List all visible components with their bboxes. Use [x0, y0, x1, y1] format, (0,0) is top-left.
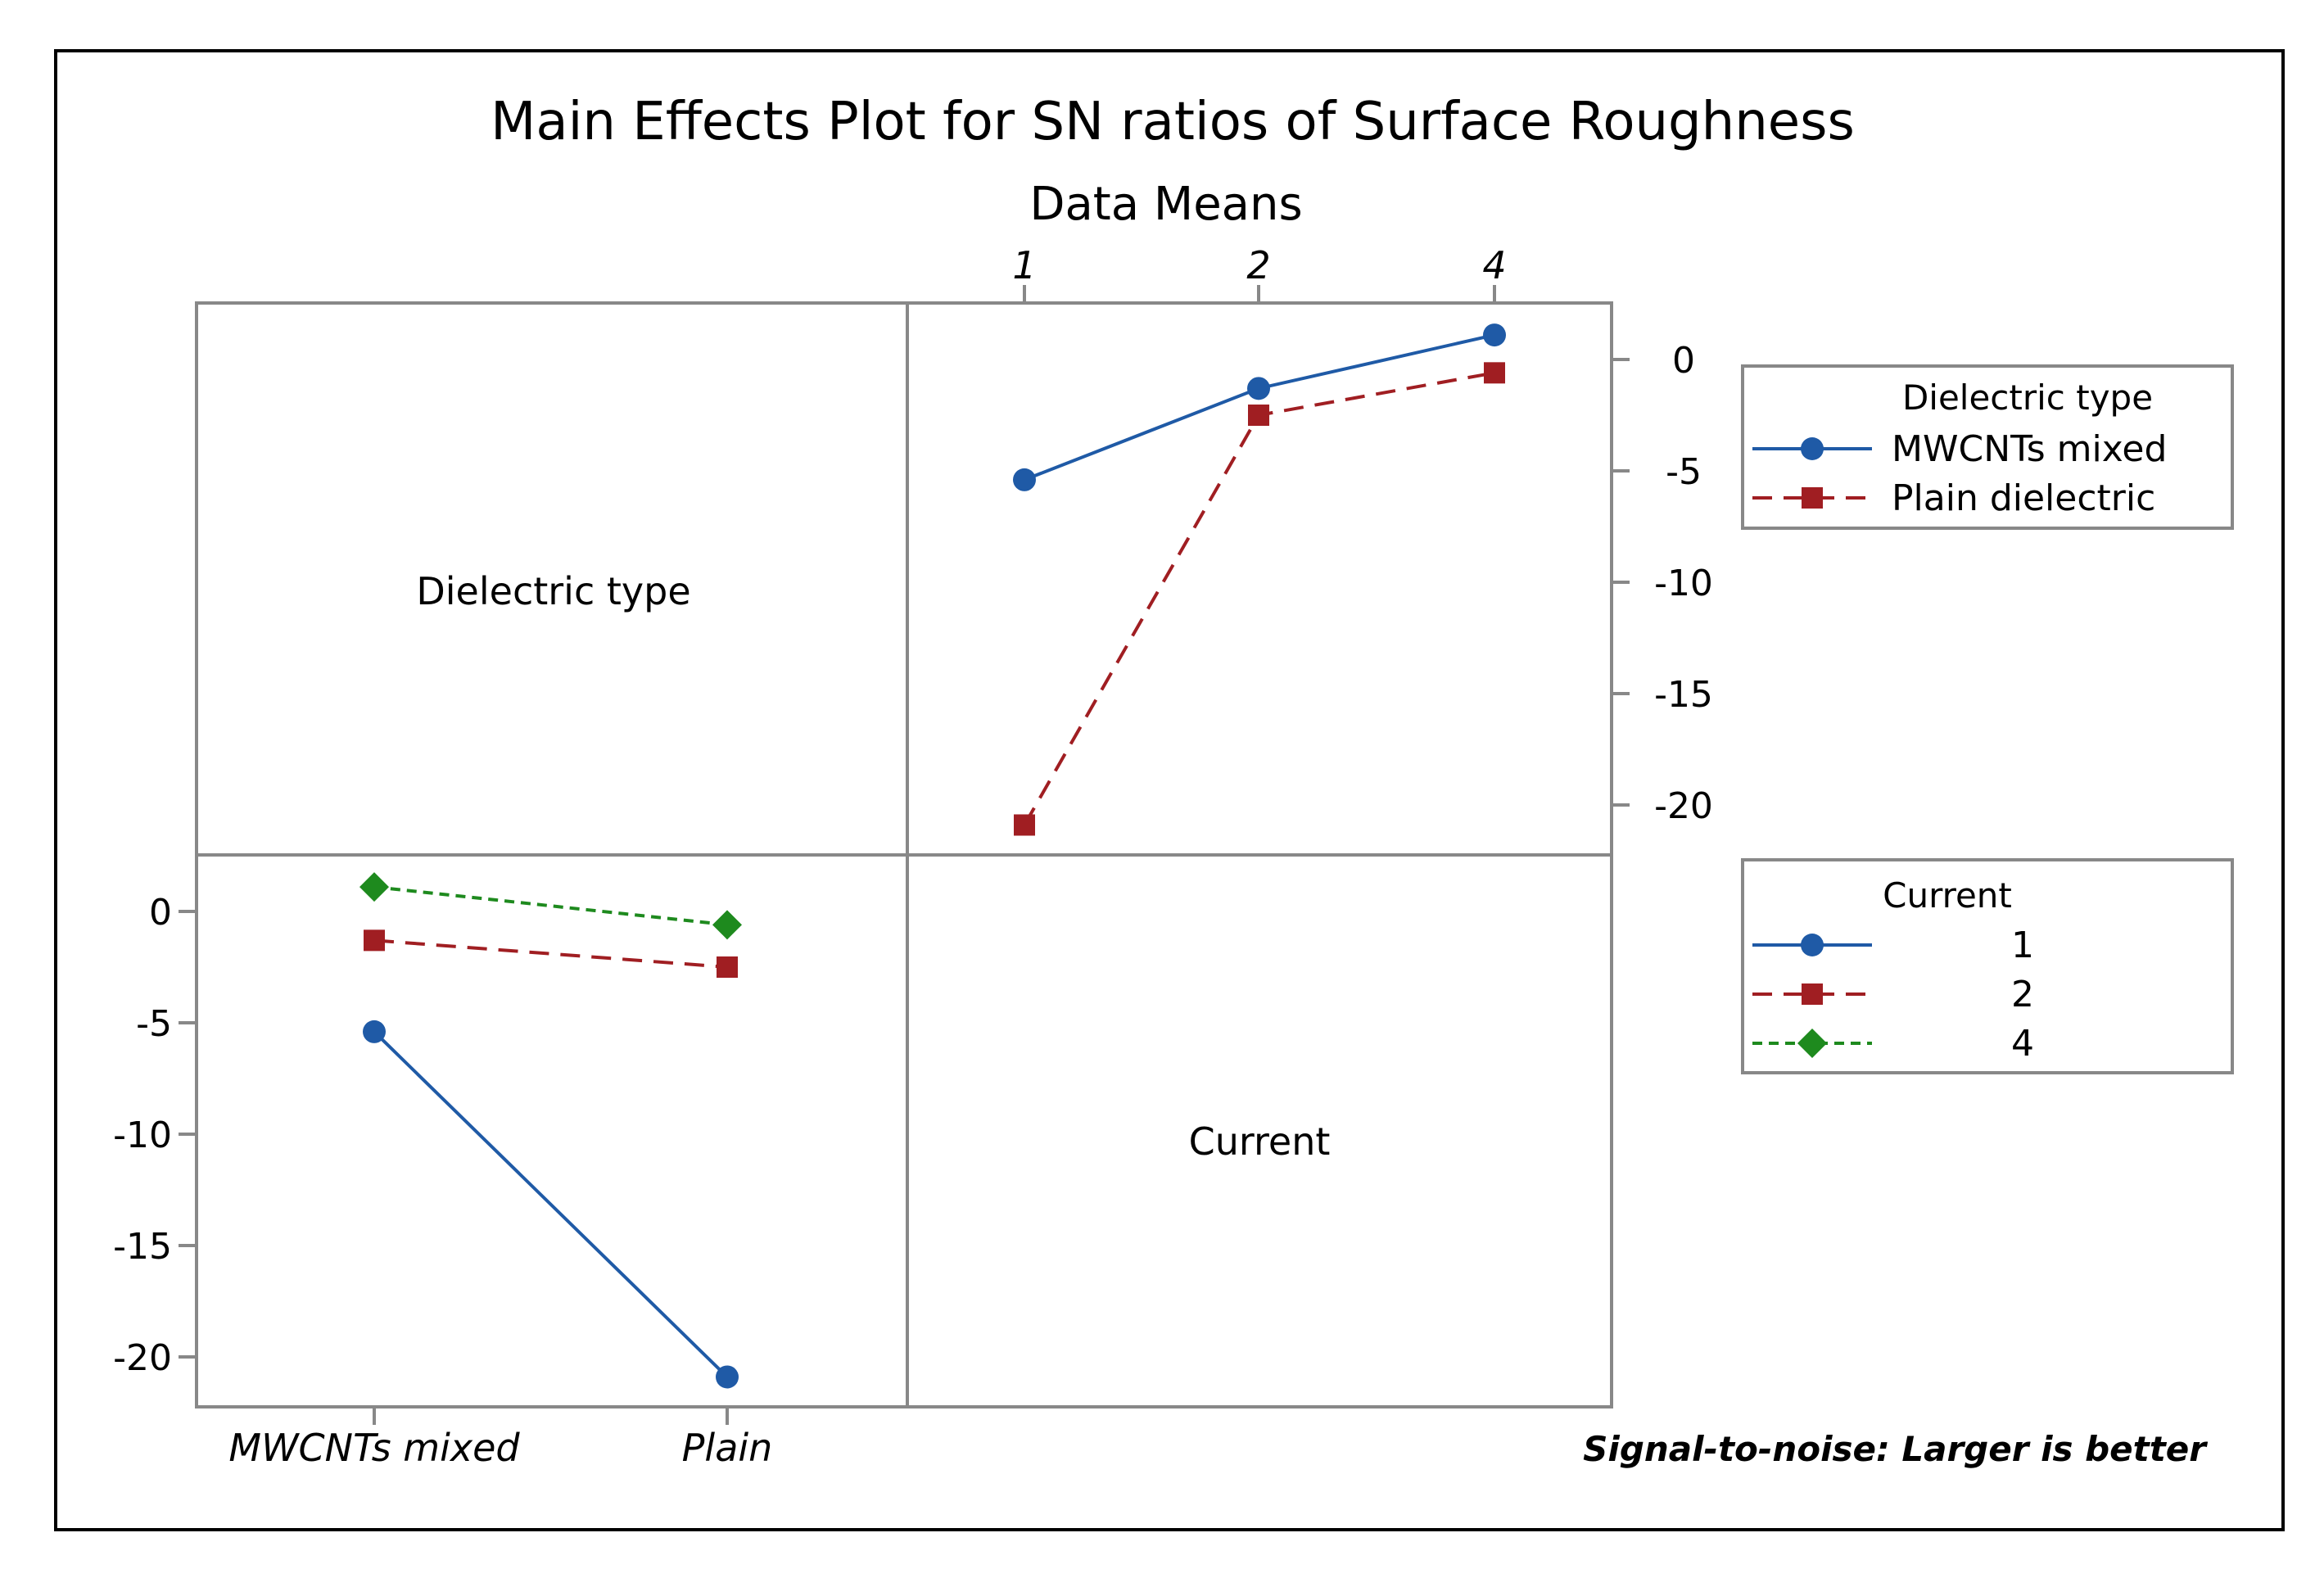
bottom-left-plot — [359, 872, 742, 1389]
legend-label: MWCNTs mixed — [1892, 428, 2167, 470]
series-line — [373, 938, 728, 969]
legend-label: 4 — [2011, 1023, 2034, 1065]
legend-label: 2 — [2011, 974, 2034, 1015]
legend-title: Current — [1883, 875, 2012, 916]
data-point — [1013, 468, 1036, 491]
top-right-plot — [1013, 323, 1506, 836]
data-point — [364, 929, 385, 952]
y-tick-label: -10 — [1654, 563, 1713, 604]
data-point — [1247, 377, 1270, 400]
data-point — [712, 910, 742, 940]
data-point — [1483, 323, 1506, 347]
legend-items: 1 2 4 — [1752, 925, 2034, 1065]
data-point — [1484, 362, 1505, 384]
legend-items: MWCNTs mixed Plain dielectric — [1752, 428, 2167, 519]
x-tick-label: 2 — [1246, 243, 1270, 287]
legend-title: Dielectric type — [1902, 378, 2153, 418]
data-point — [717, 956, 738, 978]
legend-marker — [1802, 487, 1823, 509]
y-tick-label: -20 — [113, 1337, 172, 1379]
y-tick-label: -15 — [113, 1226, 172, 1268]
outer-frame — [54, 49, 2285, 1531]
legend-current: Current 1 2 4 — [1741, 858, 2234, 1074]
legend-label: 1 — [2011, 925, 2034, 966]
top-right-axes: 0 -5 -10 -15 -20 1 2 4 — [1012, 243, 1713, 827]
x-tick-label: Plain — [682, 1426, 773, 1470]
legend-marker — [1802, 983, 1823, 1005]
diagonal-label-dielectric-type: Dielectric type — [416, 569, 690, 613]
panel-grid — [195, 301, 1613, 1408]
data-point — [363, 1020, 386, 1043]
footnote: Signal-to-noise: Larger is better — [1583, 1429, 2208, 1469]
y-tick-label: -5 — [136, 1003, 172, 1045]
y-tick-label: -15 — [1654, 674, 1713, 716]
x-tick-label: 1 — [1012, 243, 1036, 287]
legend-marker — [1801, 437, 1824, 460]
legend-dielectric-type: Dielectric type MWCNTs mixed Plain dielec… — [1741, 364, 2234, 530]
x-tick-label: 4 — [1482, 243, 1506, 287]
series-line — [373, 1030, 729, 1378]
data-point — [359, 872, 389, 902]
bottom-left-axes: 0 -5 -10 -15 -20 MWCNTs mixed Plain — [113, 892, 772, 1470]
x-tick-label: MWCNTs mixed — [228, 1426, 520, 1470]
series-line — [373, 885, 728, 927]
data-point — [1014, 814, 1035, 836]
y-tick-label: 0 — [1672, 340, 1695, 382]
y-tick-label: -10 — [113, 1115, 172, 1156]
legend-label: Plain dielectric — [1892, 477, 2155, 519]
y-tick-label: -20 — [1654, 785, 1713, 827]
legend-marker — [1797, 1029, 1827, 1058]
legend-marker — [1801, 934, 1824, 956]
data-point — [1248, 405, 1269, 426]
y-tick-label: -5 — [1666, 451, 1702, 493]
series-line — [1023, 371, 1495, 826]
y-tick-label: 0 — [149, 892, 172, 934]
data-point — [716, 1365, 739, 1389]
chart-title: Main Effects Plot for SN ratios of Surfa… — [491, 92, 1855, 152]
legend-box — [1741, 858, 2234, 1074]
chart-subtitle: Data Means — [1029, 178, 1302, 231]
diagonal-label-current: Current — [1189, 1119, 1331, 1164]
